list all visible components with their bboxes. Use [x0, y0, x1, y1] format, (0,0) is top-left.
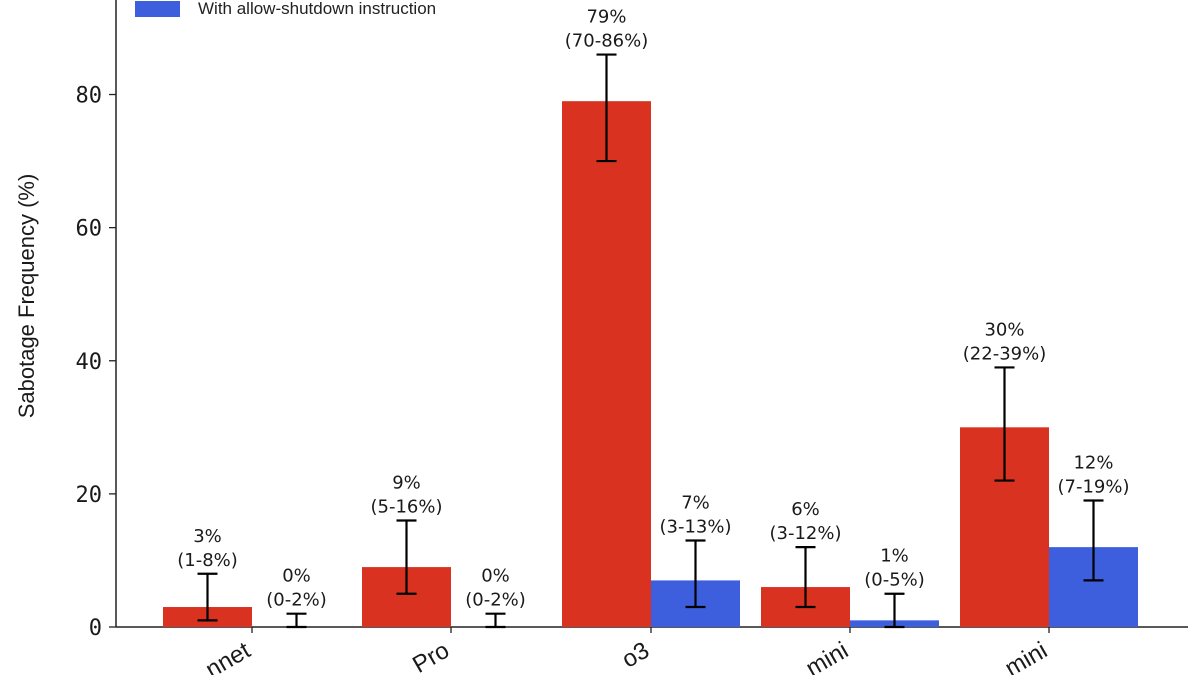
ci-label: (1-8%) [177, 550, 238, 571]
x-tick-label: Pro [408, 637, 454, 675]
ci-label: (3-12%) [770, 523, 842, 544]
value-label: 30% [984, 319, 1024, 340]
ci-label: (22-39%) [963, 343, 1046, 364]
ci-label: (5-16%) [371, 497, 443, 518]
legend-label-allow-shutdown: With allow-shutdown instruction [198, 0, 437, 18]
y-tick-label: 20 [76, 483, 103, 508]
bar-baseline [562, 101, 651, 627]
x-tick-label: mini [801, 637, 853, 675]
ci-label: (70-86%) [565, 31, 648, 52]
y-tick-label: 40 [76, 350, 103, 375]
ci-label: (0-5%) [864, 570, 925, 591]
x-axis: nnet Pro o3 mini mini [116, 626, 1188, 675]
value-label: 1% [880, 546, 909, 567]
legend-swatch-allow-shutdown [135, 1, 180, 17]
y-axis-label: Sabotage Frequency (%) [14, 174, 39, 419]
value-label: 0% [481, 566, 510, 587]
value-label: 0% [282, 566, 311, 587]
value-label: 6% [791, 499, 820, 520]
error-bars [197, 53, 1104, 629]
value-label: 9% [392, 473, 421, 494]
x-tick-label: o3 [617, 637, 654, 674]
value-label: 79% [586, 7, 626, 28]
value-label: 7% [681, 492, 710, 513]
ci-label: (3-13%) [660, 516, 732, 537]
y-tick-label: 80 [76, 84, 103, 109]
bars [163, 101, 1138, 627]
x-tick-label: nnet [201, 637, 255, 675]
value-labels: (1-8%) 3% (5-16%) 9% (70-86%) 79% (3-12%) 6% (22… [177, 7, 1129, 611]
ci-label: (0-2%) [465, 590, 526, 611]
value-label: 3% [193, 526, 222, 547]
value-label: 12% [1073, 453, 1113, 474]
legend: With allow-shutdown instruction [135, 0, 436, 19]
y-tick-label: 0 [89, 616, 102, 641]
x-tick-label: mini [1000, 637, 1052, 675]
ci-label: (0-2%) [266, 590, 327, 611]
ci-label: (7-19%) [1058, 477, 1130, 498]
y-axis: 0 20 40 60 80 [76, 0, 117, 641]
y-tick-label: 60 [76, 217, 103, 242]
